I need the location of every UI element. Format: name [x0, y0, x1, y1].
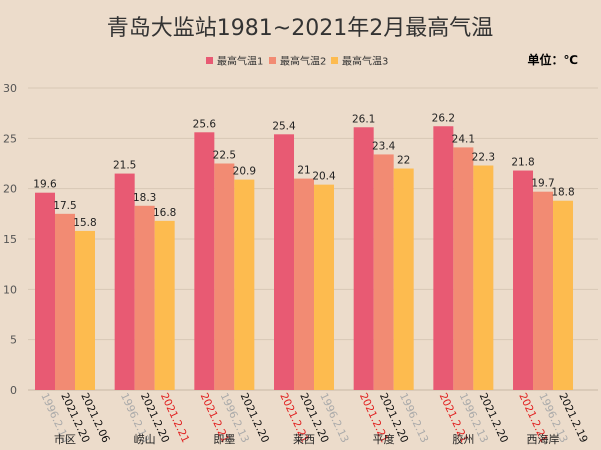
category-label-即墨: 即墨	[213, 433, 235, 446]
data-label-即墨-2: 22.5	[213, 150, 236, 162]
data-label-崂山-1: 21.5	[113, 160, 136, 172]
category-label-市区: 市区	[54, 432, 76, 446]
y-tick-label-15: 15	[3, 233, 17, 246]
legend-label-2: 最高气温2	[280, 55, 326, 68]
data-label-莱西-1: 25.4	[272, 120, 296, 132]
category-label-胶州: 胶州	[452, 432, 474, 446]
bar-西海岸-2	[533, 191, 554, 390]
bar-即墨-3	[234, 179, 255, 390]
data-label-即墨-1: 25.6	[193, 118, 217, 130]
data-label-胶州-3: 22.3	[472, 152, 495, 164]
category-label-西海岸: 西海岸	[527, 432, 560, 446]
bar-平度-2	[373, 154, 394, 390]
data-label-西海岸-2: 19.7	[531, 178, 554, 190]
data-label-市区-1: 19.6	[33, 179, 57, 191]
bar-市区-3	[75, 230, 95, 390]
bar-平度-1	[353, 127, 374, 390]
legend-label-1: 最高气温1	[217, 55, 263, 68]
category-label-莱西: 莱西	[293, 433, 315, 446]
bar-西海岸-3	[553, 200, 574, 390]
unit-label: 单位：℃	[527, 52, 578, 67]
data-labels: 19.6 17.5 15.8 21.5 18.3 16.8 25.6 22.5 20.9 25.4…	[33, 112, 574, 229]
bar-莱西-1	[274, 134, 295, 390]
data-label-平度-1: 26.1	[352, 113, 375, 125]
bar-即墨-1	[194, 132, 215, 390]
bar-莱西-2	[294, 178, 315, 390]
data-label-莱西-2: 21	[297, 165, 310, 177]
bar-胶州-1	[433, 126, 454, 391]
bar-崂山-1	[114, 173, 135, 390]
legend-swatch-1	[206, 57, 213, 64]
data-label-平度-2: 23.4	[372, 140, 396, 152]
y-tick-label-25: 25	[3, 132, 17, 145]
chart-title: 青岛大监站1981~2021年2月最高气温	[107, 16, 493, 41]
y-tick-label-5: 5	[10, 334, 17, 347]
data-label-平度-3: 22	[397, 155, 410, 167]
data-label-胶州-1: 26.2	[432, 112, 455, 124]
y-axis: 0 5 10 15 20 25 30	[3, 82, 17, 397]
y-tick-label-0: 0	[10, 384, 17, 397]
bar-胶州-3	[473, 165, 494, 390]
data-label-西海岸-3: 18.8	[551, 187, 574, 199]
data-label-市区-2: 17.5	[53, 200, 76, 212]
data-label-即墨-3: 20.9	[233, 166, 256, 178]
bar-胶州-2	[453, 147, 474, 390]
bar-崂山-3	[154, 220, 175, 390]
data-label-市区-3: 15.8	[73, 217, 96, 229]
bars	[35, 126, 574, 391]
data-label-崂山-2: 18.3	[133, 192, 156, 204]
category-labels: 市区 崂山 即墨 莱西 平度 胶州 西海岸	[54, 432, 560, 446]
bar-平度-3	[393, 168, 414, 390]
data-label-胶州-2: 24.1	[452, 133, 475, 145]
bar-市区-2	[55, 213, 75, 390]
data-label-西海岸-1: 21.8	[511, 157, 534, 169]
category-label-崂山: 崂山	[134, 433, 156, 446]
y-tick-label-10: 10	[3, 283, 17, 296]
bar-崂山-2	[134, 205, 155, 390]
data-label-莱西-3: 20.4	[312, 171, 336, 183]
bar-西海岸-1	[513, 170, 534, 390]
legend: 最高气温1 最高气温2 最高气温3	[206, 55, 388, 68]
legend-swatch-3	[331, 57, 338, 64]
bar-即墨-2	[214, 163, 235, 390]
bar-莱西-3	[314, 184, 335, 390]
y-tick-label-20: 20	[3, 183, 17, 196]
data-label-崂山-3: 16.8	[153, 207, 176, 219]
category-label-平度: 平度	[373, 432, 395, 446]
bar-市区-1	[35, 192, 55, 390]
y-tick-label-30: 30	[3, 82, 17, 95]
legend-swatch-2	[269, 57, 276, 64]
legend-label-3: 最高气温3	[342, 55, 388, 68]
